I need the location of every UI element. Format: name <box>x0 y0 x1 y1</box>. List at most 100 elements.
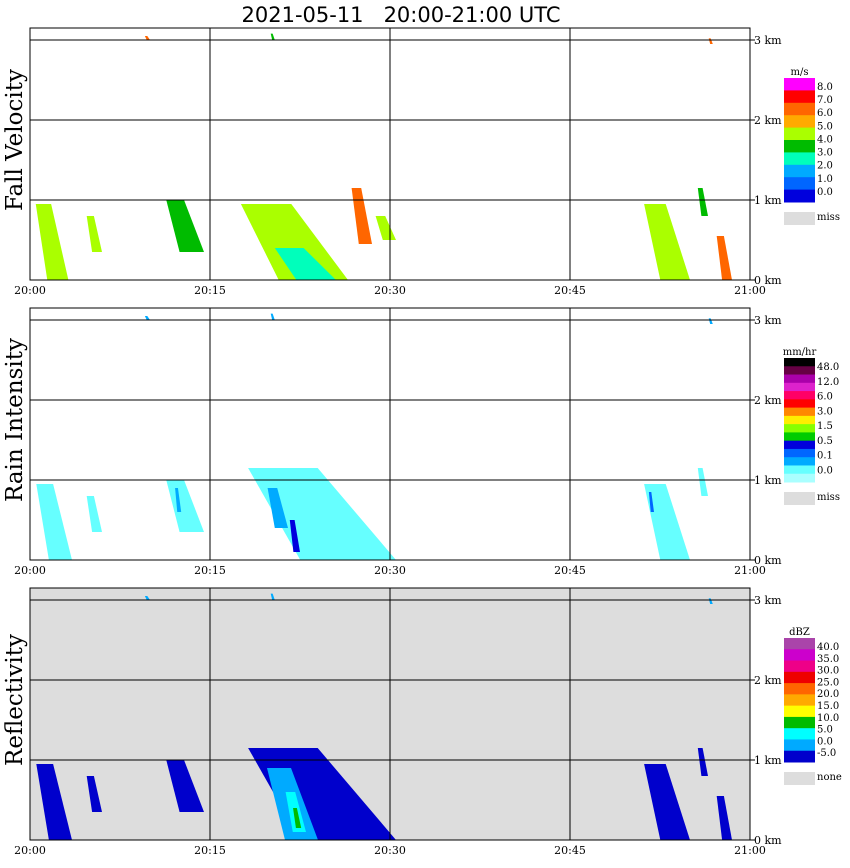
colorbar-swatch <box>784 739 815 752</box>
y-tick-label: 2 km <box>754 674 782 687</box>
colorbar-swatch <box>784 465 815 475</box>
panel-label: Reflectivity <box>2 634 28 766</box>
panel-fall-velocity: 0 km 1 km 2 km 3 km 20:00 20:15 20:30 20:45 21:0… <box>2 27 840 297</box>
colorbar-label: 0.1 <box>817 451 833 462</box>
colorbar-label: 48.0 <box>817 362 839 373</box>
colorbar-swatch <box>784 189 815 203</box>
colorbar-label: 25.0 <box>817 677 839 688</box>
colorbar-missing-label: miss <box>817 212 840 223</box>
colorbar-missing-swatch <box>784 772 815 785</box>
y-tick-label: 2 km <box>754 394 782 407</box>
x-tick-label: 20:30 <box>374 284 406 297</box>
x-tick-label: 20:00 <box>14 564 46 577</box>
x-tick-label: 20:30 <box>374 844 406 857</box>
colorbar-label: 12.0 <box>817 377 839 388</box>
echo-cell <box>351 188 372 244</box>
colorbar-label: 40.0 <box>817 642 839 653</box>
echo-cell <box>144 36 150 40</box>
echo-cell <box>697 748 708 776</box>
colorbar-label: 15.0 <box>817 701 839 712</box>
colorbar-missing-swatch <box>784 212 815 225</box>
colorbar-swatch <box>784 649 815 662</box>
colorbar-swatch <box>784 473 815 483</box>
colorbar-units: dBZ <box>789 627 810 638</box>
colorbar-swatch <box>784 140 815 153</box>
colorbar-missing-label: miss <box>817 492 840 503</box>
colorbar-swatch <box>784 391 815 400</box>
colorbar-swatch <box>784 127 815 141</box>
echo-cell <box>35 204 69 280</box>
colorbar-label: 3.0 <box>817 406 833 417</box>
colorbar-swatch <box>784 660 815 673</box>
colorbar-swatch <box>784 716 815 729</box>
colorbar-label: -5.0 <box>817 748 836 759</box>
colorbar-label: 0.0 <box>817 465 833 476</box>
panel-label: Rain Intensity <box>2 338 28 502</box>
echo-cell <box>644 764 690 840</box>
echo-cell <box>274 248 336 280</box>
colorbar-label: 5.0 <box>817 121 833 132</box>
colorbar-label: 6.0 <box>817 108 833 119</box>
colorbar-label: 0.0 <box>817 736 833 747</box>
plot-frame <box>29 27 751 281</box>
colorbar-swatch <box>784 683 815 695</box>
colorbar-swatch <box>784 382 815 392</box>
x-tick-label: 20:45 <box>554 284 586 297</box>
colorbar-label: 0.5 <box>817 436 833 447</box>
plot-frame <box>29 307 751 561</box>
colorbar-swatch <box>784 115 815 129</box>
colorbar-swatch <box>784 448 815 458</box>
echo-cell <box>375 216 396 240</box>
echo-cell <box>86 776 102 812</box>
colorbar-label: 1.5 <box>817 421 833 432</box>
echo-cell <box>144 596 150 600</box>
colorbar-swatch <box>784 358 815 367</box>
colorbar-label: 10.0 <box>817 713 839 724</box>
colorbar-swatch <box>784 152 815 166</box>
colorbar-swatch <box>784 366 815 376</box>
echo-cell <box>270 33 275 40</box>
colorbar-missing-label: none <box>817 772 842 783</box>
colorbar-swatch <box>784 399 815 409</box>
y-tick-label: 0 km <box>754 834 782 847</box>
colorbar-swatch <box>784 102 815 116</box>
panel-reflectivity: 0 km 1 km 2 km 3 km 20:00 20:15 20:30 20:45 21:0… <box>2 587 842 857</box>
echo-cell <box>644 484 690 560</box>
y-tick-label: 2 km <box>754 114 782 127</box>
colorbar-units: m/s <box>791 67 809 78</box>
colorbar-label: 5.0 <box>817 725 833 736</box>
y-tick-label: 0 km <box>754 274 782 287</box>
y-tick-label: 3 km <box>754 314 782 327</box>
colorbar-label: 1.0 <box>817 174 833 185</box>
echo-cell <box>248 468 396 560</box>
echo-cell <box>716 796 732 840</box>
chart-title: 2021-05-11 20:00-21:00 UTC <box>242 3 561 27</box>
y-tick-label: 1 km <box>754 754 782 767</box>
x-tick-label: 21:00 <box>734 844 766 857</box>
echo-cell <box>36 764 72 840</box>
y-tick-label: 1 km <box>754 194 782 207</box>
echo-cell <box>36 484 72 560</box>
x-tick-label: 21:00 <box>734 284 766 297</box>
y-tick-label: 0 km <box>754 554 782 567</box>
colorbar-missing-swatch <box>784 492 815 505</box>
echo-cell <box>697 188 708 216</box>
colorbar-label: 20.0 <box>817 689 839 700</box>
colorbar-swatch <box>784 374 815 384</box>
echo-cell <box>175 488 182 512</box>
colorbar-label: 8.0 <box>817 82 833 93</box>
colorbar-label: 2.0 <box>817 161 833 172</box>
echo-cell <box>240 204 348 280</box>
colorbar-swatch <box>784 164 815 178</box>
echo-cell <box>144 316 150 320</box>
colorbar-swatch <box>784 671 815 684</box>
echo-cell <box>293 808 302 828</box>
x-tick-label: 20:00 <box>14 284 46 297</box>
echo-cell <box>166 760 204 812</box>
x-tick-label: 20:45 <box>554 564 586 577</box>
y-tick-label: 3 km <box>754 34 782 47</box>
echo-cell <box>289 520 300 552</box>
colorbar-label: 4.0 <box>817 134 833 145</box>
echo-cell <box>270 313 275 320</box>
echo-cell <box>716 236 732 280</box>
